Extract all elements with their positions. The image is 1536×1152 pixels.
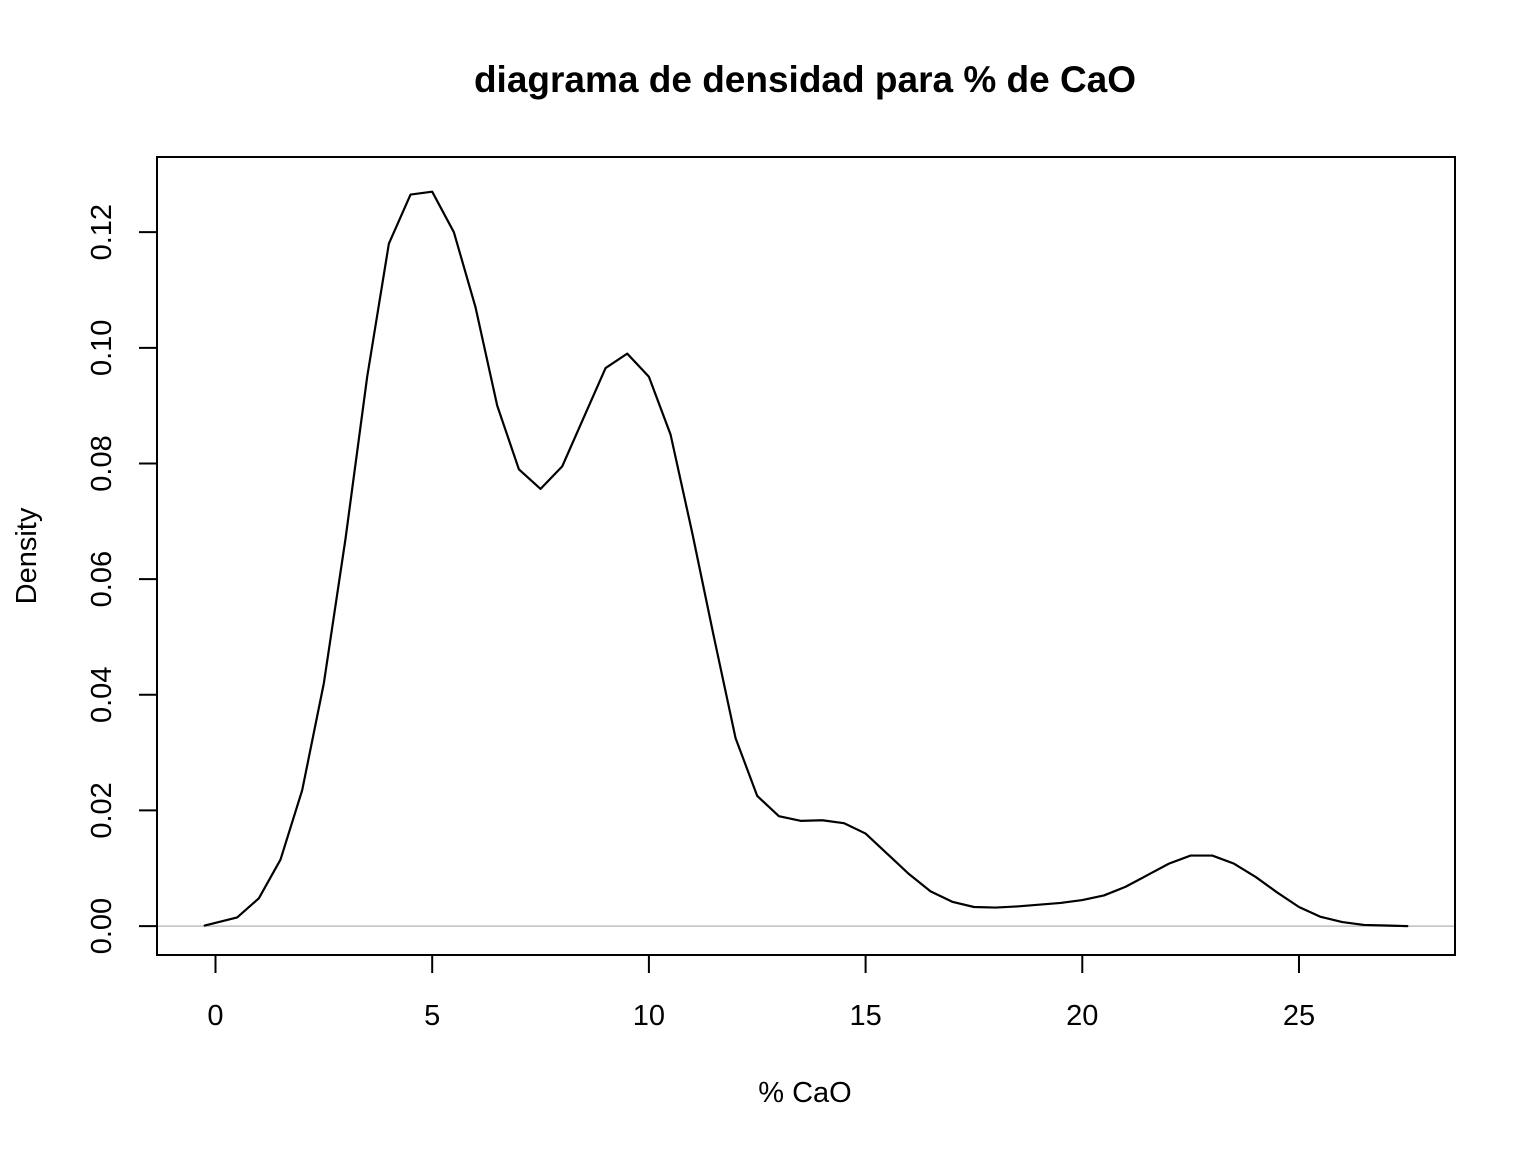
y-tick-label: 0.02 xyxy=(86,782,118,838)
y-tick-label: 0.04 xyxy=(86,667,118,723)
x-tick-label: 15 xyxy=(849,1000,881,1032)
x-tick-label: 25 xyxy=(1283,1000,1315,1032)
x-axis-label: % CaO xyxy=(758,1077,851,1109)
plot-frame xyxy=(156,156,1456,956)
y-tick-label: 0.10 xyxy=(86,320,118,376)
y-tick-label: 0.06 xyxy=(86,551,118,607)
x-tick-label: 20 xyxy=(1066,1000,1098,1032)
x-tick-label: 5 xyxy=(424,1000,440,1032)
x-axis: 0 5 10 15 20 25 xyxy=(207,954,1315,1032)
chart-title: diagrama de densidad para % de CaO xyxy=(474,59,1136,100)
x-tick-label: 10 xyxy=(633,1000,665,1032)
x-tick-label: 0 xyxy=(207,1000,223,1032)
y-axis-label: Density xyxy=(11,507,43,604)
density-curve xyxy=(203,190,1409,928)
y-tick-label: 0.12 xyxy=(86,204,118,260)
y-tick-label: 0.08 xyxy=(86,435,118,491)
y-axis: 0.00 0.02 0.04 0.06 0.08 0.10 0.12 xyxy=(86,204,158,954)
y-tick-label: 0.00 xyxy=(86,898,118,954)
